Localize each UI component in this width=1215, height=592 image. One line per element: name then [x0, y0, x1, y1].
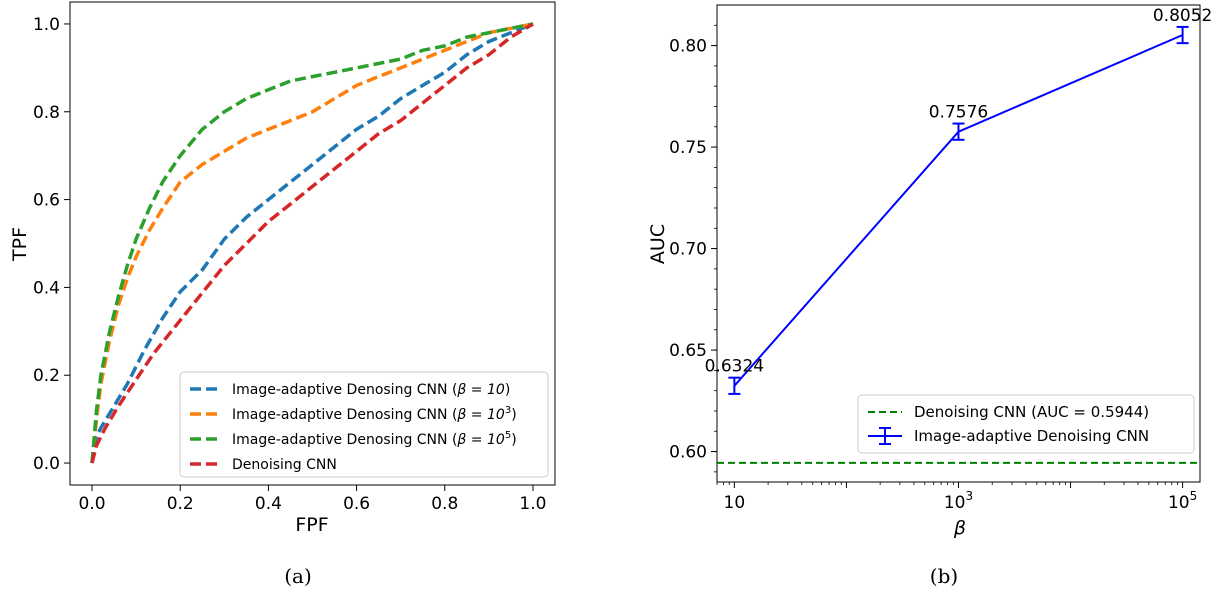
roc-legend-label: Image-adaptive Denosing CNN (β = 103) — [232, 405, 517, 423]
auc-x-tick-label: 10 — [724, 493, 746, 513]
roc-legend-label-sup: 5 — [505, 430, 511, 441]
auc-x-tick-label: 105 — [1168, 489, 1197, 513]
roc-legend-label-beta: β = 10 — [456, 407, 504, 423]
roc-legend-label-close: ) — [505, 382, 510, 398]
roc-legend-label-sup: 3 — [505, 405, 511, 416]
auc-y-tick-label: 0.70 — [669, 240, 707, 260]
roc-curves — [90, 22, 534, 464]
auc-x-tick-base: 10 — [724, 493, 746, 513]
roc-x-tick-label: 0.0 — [79, 494, 106, 514]
auc-x-tick-exp: 3 — [965, 489, 973, 503]
auc-x-tick-base: 10 — [1168, 493, 1190, 513]
roc-legend-label: Image-adaptive Denosing CNN (β = 105) — [232, 430, 517, 448]
roc-legend-label-main: Image-adaptive Denosing CNN ( — [232, 432, 457, 448]
roc-x-axis-label: FPF — [295, 514, 328, 536]
roc-legend-label: Image-adaptive Denosing CNN (β = 10) — [232, 382, 510, 398]
roc-series-line-0 — [90, 22, 534, 464]
auc-x-axis-label: β — [953, 517, 966, 539]
auc-caption: (b) — [930, 564, 958, 588]
auc-x-tick-exp: 5 — [1190, 489, 1198, 503]
auc-x-tick-base: 10 — [944, 493, 966, 513]
roc-legend-label-close: ) — [511, 407, 516, 423]
roc-y-tick-label: 1.0 — [33, 15, 60, 35]
roc-x-tick-label: 0.2 — [167, 494, 194, 514]
auc-data: 0.6324 0.7576 0.8052 — [705, 6, 1212, 464]
auc-y-tick-label: 0.80 — [669, 37, 707, 57]
auc-y-tick-label: 0.75 — [669, 138, 707, 158]
roc-x-tick-label: 1.0 — [519, 494, 546, 514]
auc-data-label: 0.6324 — [705, 357, 764, 377]
auc-legend-label-series: Image-adaptive Denoising CNN — [914, 427, 1149, 445]
roc-legend-label-main: Denoising CNN — [232, 457, 337, 473]
roc-x-tick-label: 0.6 — [343, 494, 370, 514]
roc-y-tick-label: 0.0 — [33, 454, 60, 474]
roc-plot-frame — [69, 1, 556, 486]
roc-y-tick-label: 0.2 — [33, 366, 60, 386]
auc-legend: Denoising CNN (AUC = 0.5944) Image-adapti… — [857, 394, 1195, 454]
auc-y-axis-label: AUC — [647, 224, 669, 264]
roc-series-line-3 — [90, 22, 534, 464]
roc-legend-label: Denoising CNN — [232, 457, 337, 473]
roc-series-line-1 — [90, 22, 534, 464]
roc-y-axis-label: TPF — [9, 227, 31, 262]
roc-series-line-2 — [90, 22, 534, 464]
roc-legend-label-beta: β = 10 — [456, 432, 504, 448]
roc-axis-ticks: 0.0 0.2 0.4 0.6 0.8 1.0 0.0 0.2 0.4 0.6 0.8 1.0 — [33, 15, 547, 514]
roc-legend-label-main: Image-adaptive Denosing CNN ( — [232, 382, 457, 398]
auc-legend-box — [857, 394, 1195, 454]
roc-caption: (a) — [284, 564, 312, 588]
roc-chart-panel: 0.0 0.2 0.4 0.6 0.8 1.0 0.0 0.2 0.4 0.6 0.8 1.0 FPF… — [9, 1, 556, 588]
roc-y-tick-label: 0.6 — [33, 191, 60, 211]
roc-x-tick-label: 0.4 — [255, 494, 282, 514]
roc-legend-label-main: Image-adaptive Denosing CNN ( — [232, 407, 457, 423]
roc-y-tick-label: 0.4 — [33, 278, 60, 298]
roc-y-tick-label: 0.8 — [33, 103, 60, 123]
auc-y-tick-label: 0.65 — [669, 341, 707, 361]
roc-legend-box — [179, 371, 549, 478]
auc-series-line — [733, 34, 1183, 387]
auc-legend-label-reference: Denoising CNN (AUC = 0.5944) — [914, 403, 1149, 421]
auc-data-label: 0.8052 — [1153, 6, 1212, 26]
auc-x-tick-label: 103 — [944, 489, 973, 513]
roc-x-tick-label: 0.8 — [431, 494, 458, 514]
roc-legend-label-close: ) — [511, 432, 516, 448]
roc-legend-label-beta: β = 10 — [456, 382, 504, 398]
auc-data-label: 0.7576 — [929, 103, 988, 123]
roc-legend: Image-adaptive Denosing CNN (β = 10)Imag… — [179, 371, 549, 478]
auc-y-tick-label: 0.60 — [669, 443, 707, 463]
